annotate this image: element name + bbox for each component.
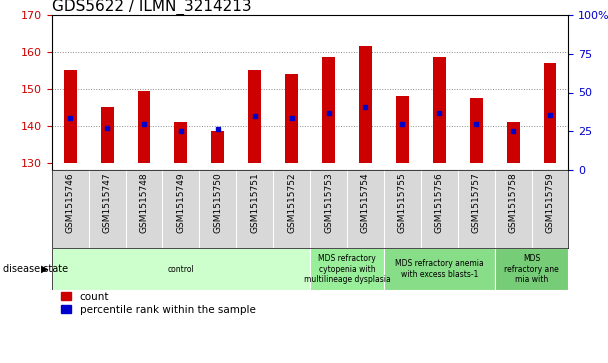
Bar: [174, 122, 187, 163]
Bar: [285, 74, 298, 163]
Bar: [52, 248, 310, 290]
Text: MDS refractory anemia
with excess blasts-1: MDS refractory anemia with excess blasts…: [395, 259, 483, 279]
Bar: [433, 57, 446, 163]
Bar: [544, 63, 556, 163]
Text: GSM1515748: GSM1515748: [139, 172, 148, 233]
Bar: [359, 46, 372, 163]
Text: GSM1515750: GSM1515750: [213, 172, 223, 233]
Text: GSM1515755: GSM1515755: [398, 172, 407, 233]
Text: GSM1515751: GSM1515751: [250, 172, 259, 233]
Text: disease state: disease state: [3, 264, 68, 274]
Text: ▶: ▶: [41, 264, 48, 274]
Text: GSM1515757: GSM1515757: [472, 172, 481, 233]
Bar: [322, 57, 335, 163]
Text: control: control: [168, 265, 194, 273]
Bar: [495, 248, 568, 290]
Bar: [310, 248, 384, 290]
Text: GSM1515753: GSM1515753: [324, 172, 333, 233]
Text: GDS5622 / ILMN_3214213: GDS5622 / ILMN_3214213: [52, 0, 251, 15]
Bar: [100, 107, 114, 163]
Text: GSM1515752: GSM1515752: [287, 172, 296, 233]
Text: GSM1515758: GSM1515758: [509, 172, 517, 233]
Legend: count, percentile rank within the sample: count, percentile rank within the sample: [57, 288, 260, 319]
Bar: [248, 70, 261, 163]
Text: GSM1515756: GSM1515756: [435, 172, 444, 233]
Bar: [470, 98, 483, 163]
Bar: [384, 248, 495, 290]
Text: GSM1515749: GSM1515749: [176, 172, 185, 233]
Text: MDS
refractory ane
mia with: MDS refractory ane mia with: [504, 254, 559, 284]
Text: GSM1515754: GSM1515754: [361, 172, 370, 233]
Bar: [137, 91, 150, 163]
Bar: [64, 70, 77, 163]
Bar: [506, 122, 520, 163]
Text: MDS refractory
cytopenia with
multilineage dysplasia: MDS refractory cytopenia with multilinea…: [303, 254, 390, 284]
Bar: [396, 96, 409, 163]
Text: GSM1515746: GSM1515746: [66, 172, 75, 233]
Bar: [212, 131, 224, 163]
Text: GSM1515747: GSM1515747: [103, 172, 111, 233]
Text: GSM1515759: GSM1515759: [545, 172, 554, 233]
